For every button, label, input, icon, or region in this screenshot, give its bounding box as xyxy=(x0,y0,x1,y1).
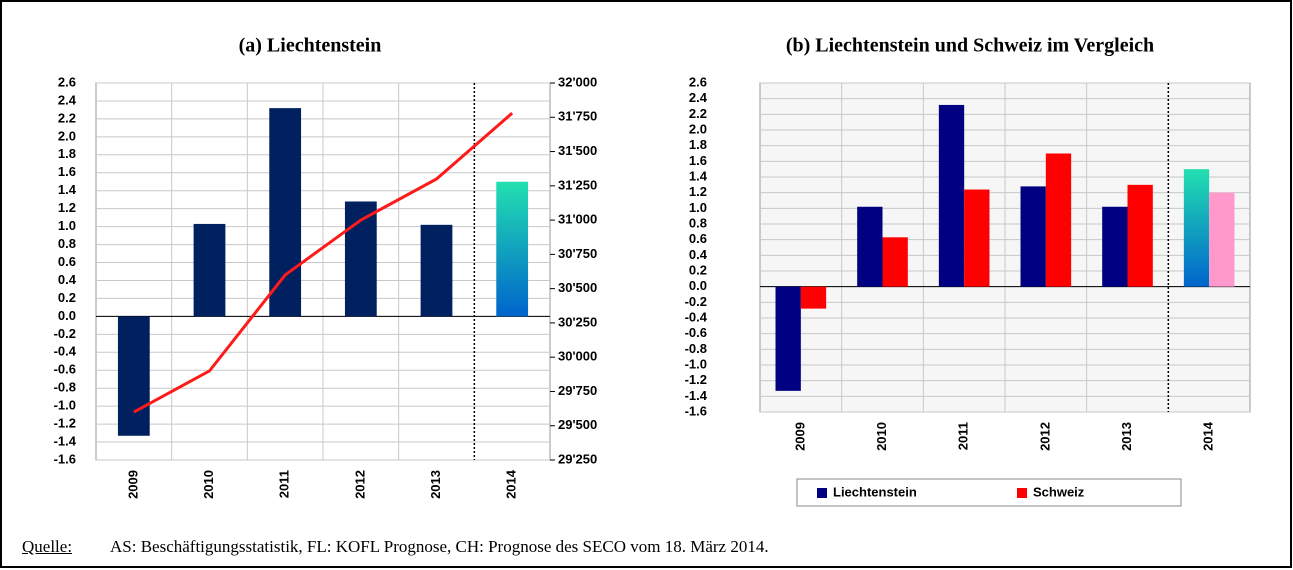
y-tick-label: 1.8 xyxy=(689,137,707,152)
y2-tick-label: 31'500 xyxy=(558,143,597,158)
bar xyxy=(420,224,453,317)
y-tick-label: -1.6 xyxy=(54,451,76,466)
y-tick-label: 0.6 xyxy=(58,254,76,269)
source-label: Quelle: xyxy=(22,537,73,556)
y-tick-label: 0.0 xyxy=(58,308,76,323)
bar xyxy=(1102,206,1128,287)
source: Quelle: AS: Beschäftigungsstatistik, FL: … xyxy=(22,537,769,557)
bar xyxy=(1045,153,1072,287)
chart-title: (a) Liechtenstein xyxy=(239,35,382,57)
bar xyxy=(882,237,908,287)
x-tick-label: 2012 xyxy=(352,470,367,499)
bar xyxy=(775,286,801,391)
y-tick-label: -1.6 xyxy=(685,403,707,418)
y2-tick-label: 30'000 xyxy=(558,349,597,364)
y-tick-label: 1.0 xyxy=(58,218,76,233)
y2-tick-label: 32'000 xyxy=(558,74,597,89)
x-tick-label: 2013 xyxy=(1119,422,1134,451)
x-tick-label: 2014 xyxy=(504,469,519,499)
y-tick-label: 1.6 xyxy=(58,164,76,179)
y-tick-label: 2.4 xyxy=(58,92,77,107)
y-tick-label: 0.0 xyxy=(689,278,707,293)
y-tick-label: 1.0 xyxy=(689,200,707,215)
bar xyxy=(117,316,150,436)
y-tick-label: -0.6 xyxy=(54,362,76,377)
y-tick-label: 1.4 xyxy=(58,182,77,197)
y-tick-label: -1.0 xyxy=(685,356,707,371)
bar xyxy=(1209,192,1235,287)
y-tick-label: 1.2 xyxy=(689,184,707,199)
x-tick-label: 2009 xyxy=(792,422,807,451)
source-text: AS: Beschäftigungsstatistik, FL: KOFL Pr… xyxy=(110,537,769,556)
legend-box xyxy=(796,478,1182,507)
x-tick-label: 2014 xyxy=(1201,421,1216,451)
y-tick-label: 2.2 xyxy=(58,110,76,125)
y-tick-label: 2.0 xyxy=(58,128,76,143)
y-tick-label: -1.4 xyxy=(54,433,77,448)
chart-title: (b) Liechtenstein und Schweiz im Verglei… xyxy=(786,35,1154,57)
y-tick-label: -0.2 xyxy=(54,326,76,341)
bar xyxy=(800,286,827,309)
x-tick-label: 2010 xyxy=(201,470,216,499)
bar xyxy=(1020,186,1046,287)
y-tick-label: 2.6 xyxy=(689,74,707,89)
y2-tick-label: 29'250 xyxy=(558,451,597,466)
line xyxy=(133,112,514,414)
y-tick-label: 0.8 xyxy=(689,215,707,230)
x-tick-label: 2012 xyxy=(1037,422,1052,451)
y-tick-label: -0.8 xyxy=(54,380,76,395)
y2-tick-label: 31'750 xyxy=(558,109,597,124)
y-tick-label: -0.2 xyxy=(685,294,707,309)
y2-tick-label: 31'000 xyxy=(558,212,597,227)
y-tick-label: 0.2 xyxy=(689,262,707,277)
y2-tick-label: 30'750 xyxy=(558,246,597,261)
y-tick-label: -1.2 xyxy=(54,416,76,431)
y-tick-label: 2.4 xyxy=(689,90,708,105)
y-tick-label: -1.2 xyxy=(685,372,707,387)
legend-swatch xyxy=(817,488,827,498)
y-tick-label: 0.4 xyxy=(689,247,708,262)
y-tick-label: -0.4 xyxy=(54,344,77,359)
legend-label: Liechtenstein xyxy=(833,484,917,499)
y-tick-label: 0.2 xyxy=(58,290,76,305)
y2-tick-label: 29'750 xyxy=(558,383,597,398)
y-tick-label: -1.4 xyxy=(685,388,708,403)
y-tick-label: 1.2 xyxy=(58,200,76,215)
y-tick-label: 1.4 xyxy=(689,168,708,183)
bar xyxy=(496,181,529,317)
y-tick-label: 0.6 xyxy=(689,231,707,246)
y-tick-label: 0.8 xyxy=(58,236,76,251)
legend-swatch xyxy=(1017,488,1027,498)
x-tick-label: 2010 xyxy=(874,422,889,451)
y-tick-label: 1.6 xyxy=(689,153,707,168)
y-tick-label: 1.8 xyxy=(58,146,76,161)
x-tick-label: 2009 xyxy=(125,470,140,499)
bar xyxy=(938,104,965,287)
y-tick-label: -0.8 xyxy=(685,341,707,356)
x-tick-label: 2013 xyxy=(428,470,443,499)
bar xyxy=(193,223,226,317)
y2-tick-label: 29'500 xyxy=(558,417,597,432)
bar xyxy=(269,108,302,317)
x-tick-label: 2011 xyxy=(956,422,971,450)
y-tick-label: -0.4 xyxy=(685,309,708,324)
y2-tick-label: 31'250 xyxy=(558,177,597,192)
y-tick-label: 2.2 xyxy=(689,106,707,121)
y-tick-label: 0.4 xyxy=(58,272,77,287)
bar xyxy=(964,189,990,287)
y-tick-label: -1.0 xyxy=(54,398,76,413)
y2-tick-label: 30'250 xyxy=(558,314,597,329)
y-tick-label: 2.0 xyxy=(689,121,707,136)
y-tick-label: -0.6 xyxy=(685,325,707,340)
bar xyxy=(857,206,883,287)
bar xyxy=(1183,169,1210,287)
legend-label: Schweiz xyxy=(1033,484,1085,499)
y-tick-label: 2.6 xyxy=(58,74,76,89)
x-tick-label: 2011 xyxy=(277,470,292,498)
y2-tick-label: 30'500 xyxy=(558,280,597,295)
bar xyxy=(1127,184,1153,287)
